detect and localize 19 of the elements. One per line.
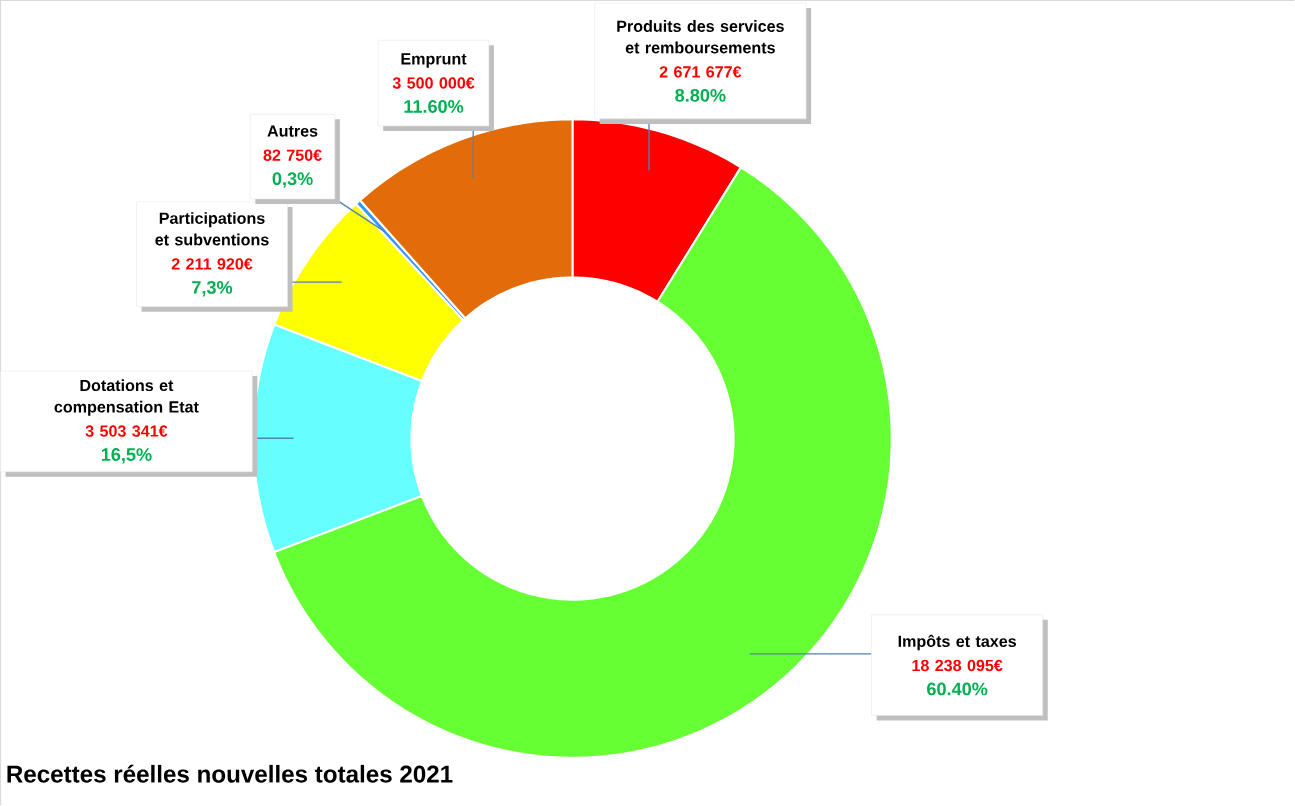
data-label: 2 671 677€ xyxy=(659,66,742,78)
text: 60.40% xyxy=(927,682,988,696)
text: 8.80% xyxy=(675,89,726,102)
text: Recettes réelles nouvelles totales 2021 xyxy=(7,764,453,783)
data-label: 2 211 920€ xyxy=(171,258,253,270)
data-label: 3 503 341€ xyxy=(85,425,168,437)
text: 7,3% xyxy=(192,281,233,297)
slice-label: Emprunt xyxy=(401,53,467,68)
data-label: 82 750€ xyxy=(263,149,322,162)
slice-label: Autres xyxy=(267,125,318,137)
text: 16,5% xyxy=(101,448,152,464)
slice-label: Dotations et compensation Etat xyxy=(54,379,199,416)
data-label: 3 500 000€ xyxy=(392,77,475,89)
text: 0,3% xyxy=(272,172,313,188)
data-label: 18 238 095€ xyxy=(912,659,1003,672)
slice-label: Participations et subventions xyxy=(155,212,269,246)
slice-label: Produits des services et remboursements xyxy=(617,20,784,54)
slice-label: Impôts et taxes xyxy=(898,635,1016,651)
text: 11.60% xyxy=(404,100,464,114)
